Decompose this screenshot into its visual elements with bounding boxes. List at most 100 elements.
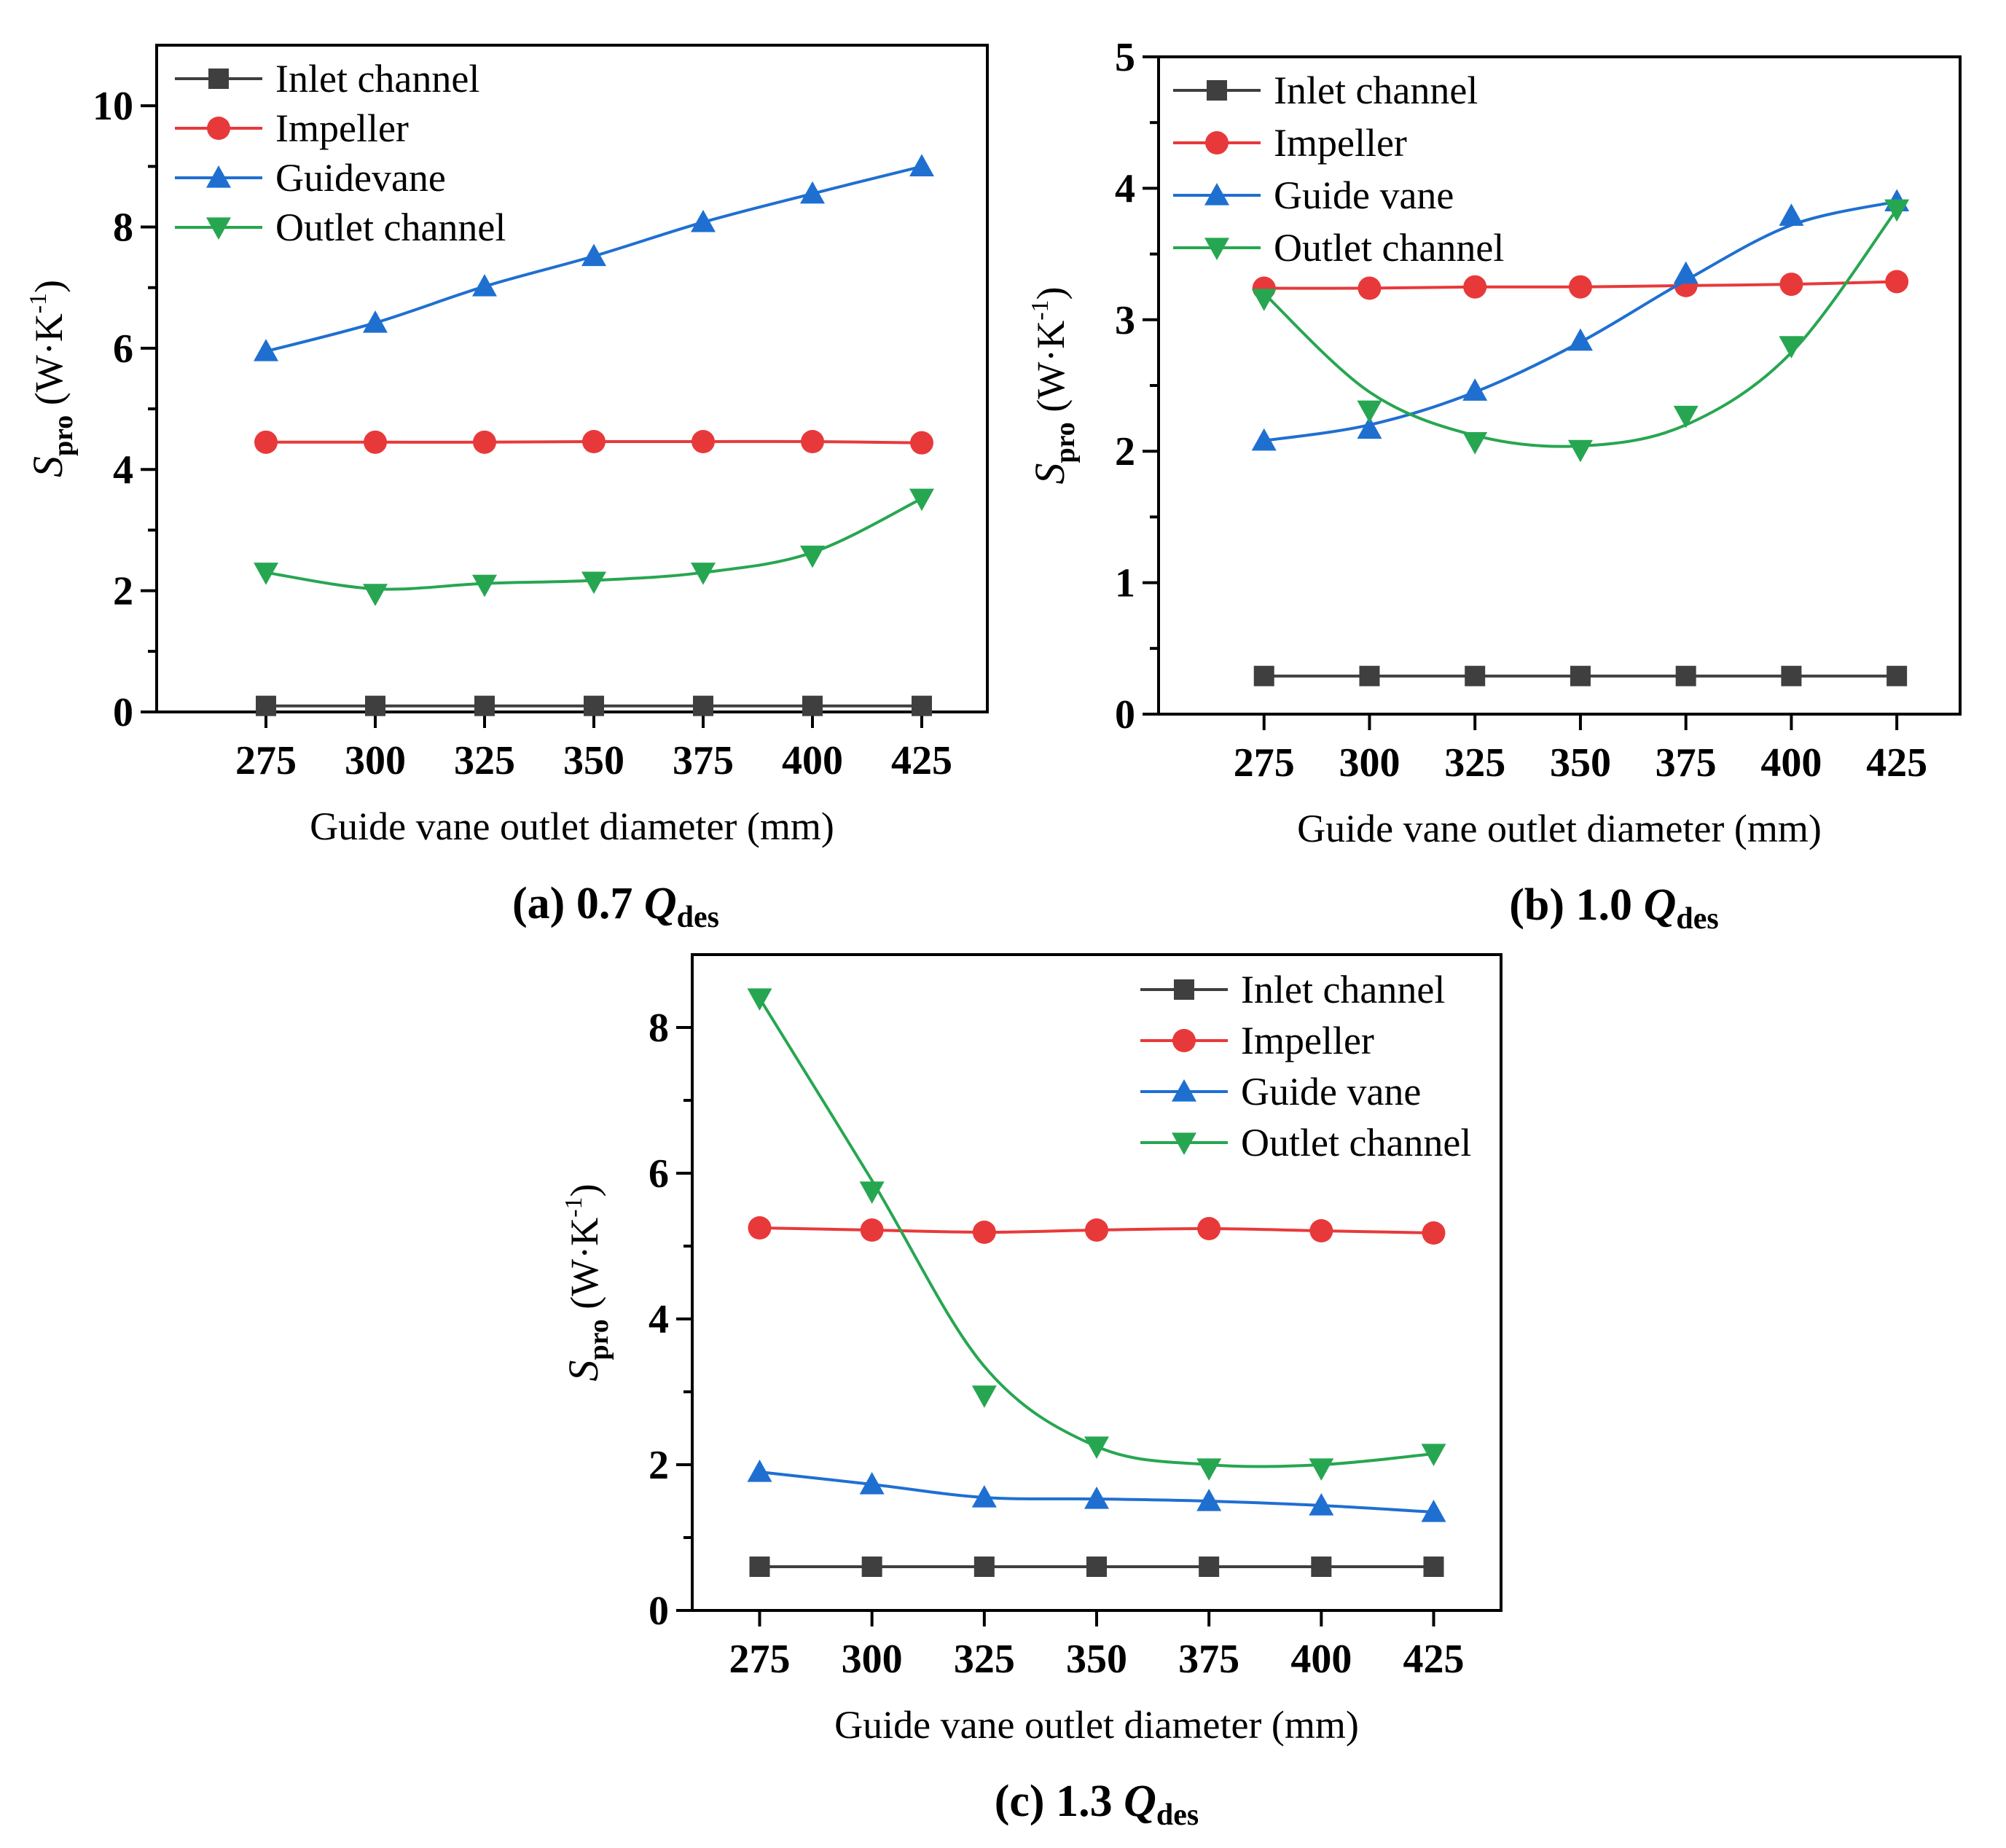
- y-tick-label: 8: [649, 1006, 669, 1051]
- x-tick-label: 300: [842, 1637, 903, 1682]
- y-tick-label: 6: [649, 1151, 669, 1197]
- x-tick-label: 350: [1550, 740, 1611, 786]
- y-tick-label: 0: [113, 690, 133, 735]
- y-tick-label: 8: [113, 205, 133, 251]
- legend-item: Inlet channel: [175, 57, 479, 101]
- series-outlet-channel: [1251, 199, 1910, 463]
- data-point: [861, 1557, 882, 1577]
- legend-marker: [206, 165, 231, 188]
- x-tick-label: 425: [1866, 740, 1927, 786]
- y-tick-label: 0: [649, 1589, 669, 1634]
- data-point: [1675, 665, 1696, 686]
- x-tick-label: 400: [1760, 740, 1822, 786]
- legend-marker: [1172, 1029, 1196, 1052]
- y-tick-label: 4: [1115, 166, 1135, 211]
- data-point: [860, 1218, 884, 1242]
- x-tick-label: 350: [1066, 1637, 1127, 1682]
- x-tick-label: 425: [1403, 1637, 1465, 1682]
- data-point: [910, 431, 933, 455]
- data-point: [581, 571, 606, 595]
- data-point: [973, 1557, 995, 1577]
- data-point: [1462, 431, 1488, 455]
- plot-frame: [691, 953, 1502, 1612]
- legend-item: Outlet channel: [1140, 1121, 1471, 1164]
- data-point: [1309, 1493, 1334, 1516]
- y-axis-symbol: S: [560, 1360, 607, 1382]
- data-point: [1779, 336, 1804, 359]
- chart-panel-b: 0 1 2 3 4 5 275 300 325 350 375 400 425 Guide vane ou…: [1026, 35, 1962, 850]
- x-tick-label: 400: [1290, 1637, 1352, 1682]
- data-point: [472, 274, 497, 297]
- series-guide-vane: [747, 1460, 1446, 1522]
- data-point: [749, 1557, 770, 1577]
- caption-prefix: (c) 1.3: [995, 1777, 1124, 1826]
- data-point: [691, 209, 716, 232]
- x-tick-label: 375: [1178, 1637, 1239, 1682]
- y-axis-superscript: -1: [1027, 299, 1054, 320]
- data-point: [254, 339, 278, 361]
- data-point: [1251, 428, 1277, 451]
- data-point: [1196, 1458, 1222, 1481]
- data-point: [1673, 405, 1699, 428]
- legend-item: Outlet channel: [175, 205, 506, 249]
- data-point: [912, 695, 932, 716]
- data-point: [472, 574, 497, 598]
- data-point: [474, 695, 495, 716]
- data-point: [691, 563, 716, 585]
- data-point: [1421, 1500, 1446, 1522]
- y-tick-label: 2: [113, 569, 133, 614]
- legend: Inlet channel Impeller Guide vane Outlet ch…: [1173, 68, 1504, 270]
- caption-subscript: des: [1676, 902, 1718, 936]
- legend-marker: [1204, 183, 1229, 205]
- data-point: [801, 430, 824, 454]
- data-point: [581, 243, 606, 267]
- y-axis-unit: (W·K: [27, 313, 71, 415]
- y-axis-unit-close: ): [27, 280, 71, 293]
- data-point: [363, 310, 388, 333]
- y-axis-unit-close: ): [1029, 286, 1073, 299]
- legend-item: Guide vane: [1140, 1070, 1421, 1113]
- series-outlet-channel: [254, 488, 934, 606]
- legend-label: Inlet channel: [1274, 68, 1478, 112]
- data-point: [473, 430, 496, 454]
- data-point: [1781, 665, 1802, 686]
- data-point: [1885, 270, 1909, 294]
- legend-marker: [206, 217, 231, 240]
- caption-variable: Q: [1124, 1777, 1156, 1826]
- y-tick-label: 3: [1115, 298, 1135, 343]
- caption-variable: Q: [644, 879, 677, 928]
- caption-subscript: des: [677, 901, 719, 934]
- legend-item: Impeller: [1173, 121, 1407, 165]
- legend-marker: [1204, 238, 1229, 260]
- series-impeller: [748, 1216, 1446, 1245]
- y-axis-superscript: -1: [560, 1197, 587, 1217]
- x-tick-label: 300: [345, 738, 406, 783]
- data-point: [1463, 275, 1487, 299]
- data-point: [1465, 665, 1486, 686]
- data-point: [747, 988, 772, 1011]
- data-point: [363, 584, 388, 606]
- y-tick-label: 6: [113, 326, 133, 372]
- x-tick-label: 425: [891, 738, 952, 783]
- caption-prefix: (b) 1.0: [1509, 880, 1643, 930]
- legend-marker: [207, 117, 230, 140]
- legend-label: Outlet channel: [1241, 1121, 1471, 1164]
- caption-c: (c) 1.3 Qdes: [995, 1777, 1199, 1832]
- legend-label: Guidevane: [275, 156, 446, 200]
- data-point: [1086, 1557, 1107, 1577]
- legend-label: Guide vane: [1241, 1070, 1421, 1113]
- data-point: [1421, 1444, 1446, 1466]
- data-point: [691, 430, 715, 454]
- legend-label: Inlet channel: [275, 57, 479, 101]
- legend-label: Impeller: [275, 106, 409, 150]
- y-tick-label: 4: [113, 447, 133, 493]
- legend-marker: [1172, 1079, 1196, 1102]
- legend-label: Inlet channel: [1241, 968, 1445, 1011]
- data-point: [254, 563, 278, 585]
- legend-item: Impeller: [1140, 1019, 1374, 1062]
- data-point: [1357, 276, 1382, 300]
- data-point: [1423, 1557, 1444, 1577]
- y-axis-unit: (W·K: [1029, 321, 1073, 422]
- data-point: [256, 695, 276, 716]
- data-point: [364, 430, 387, 454]
